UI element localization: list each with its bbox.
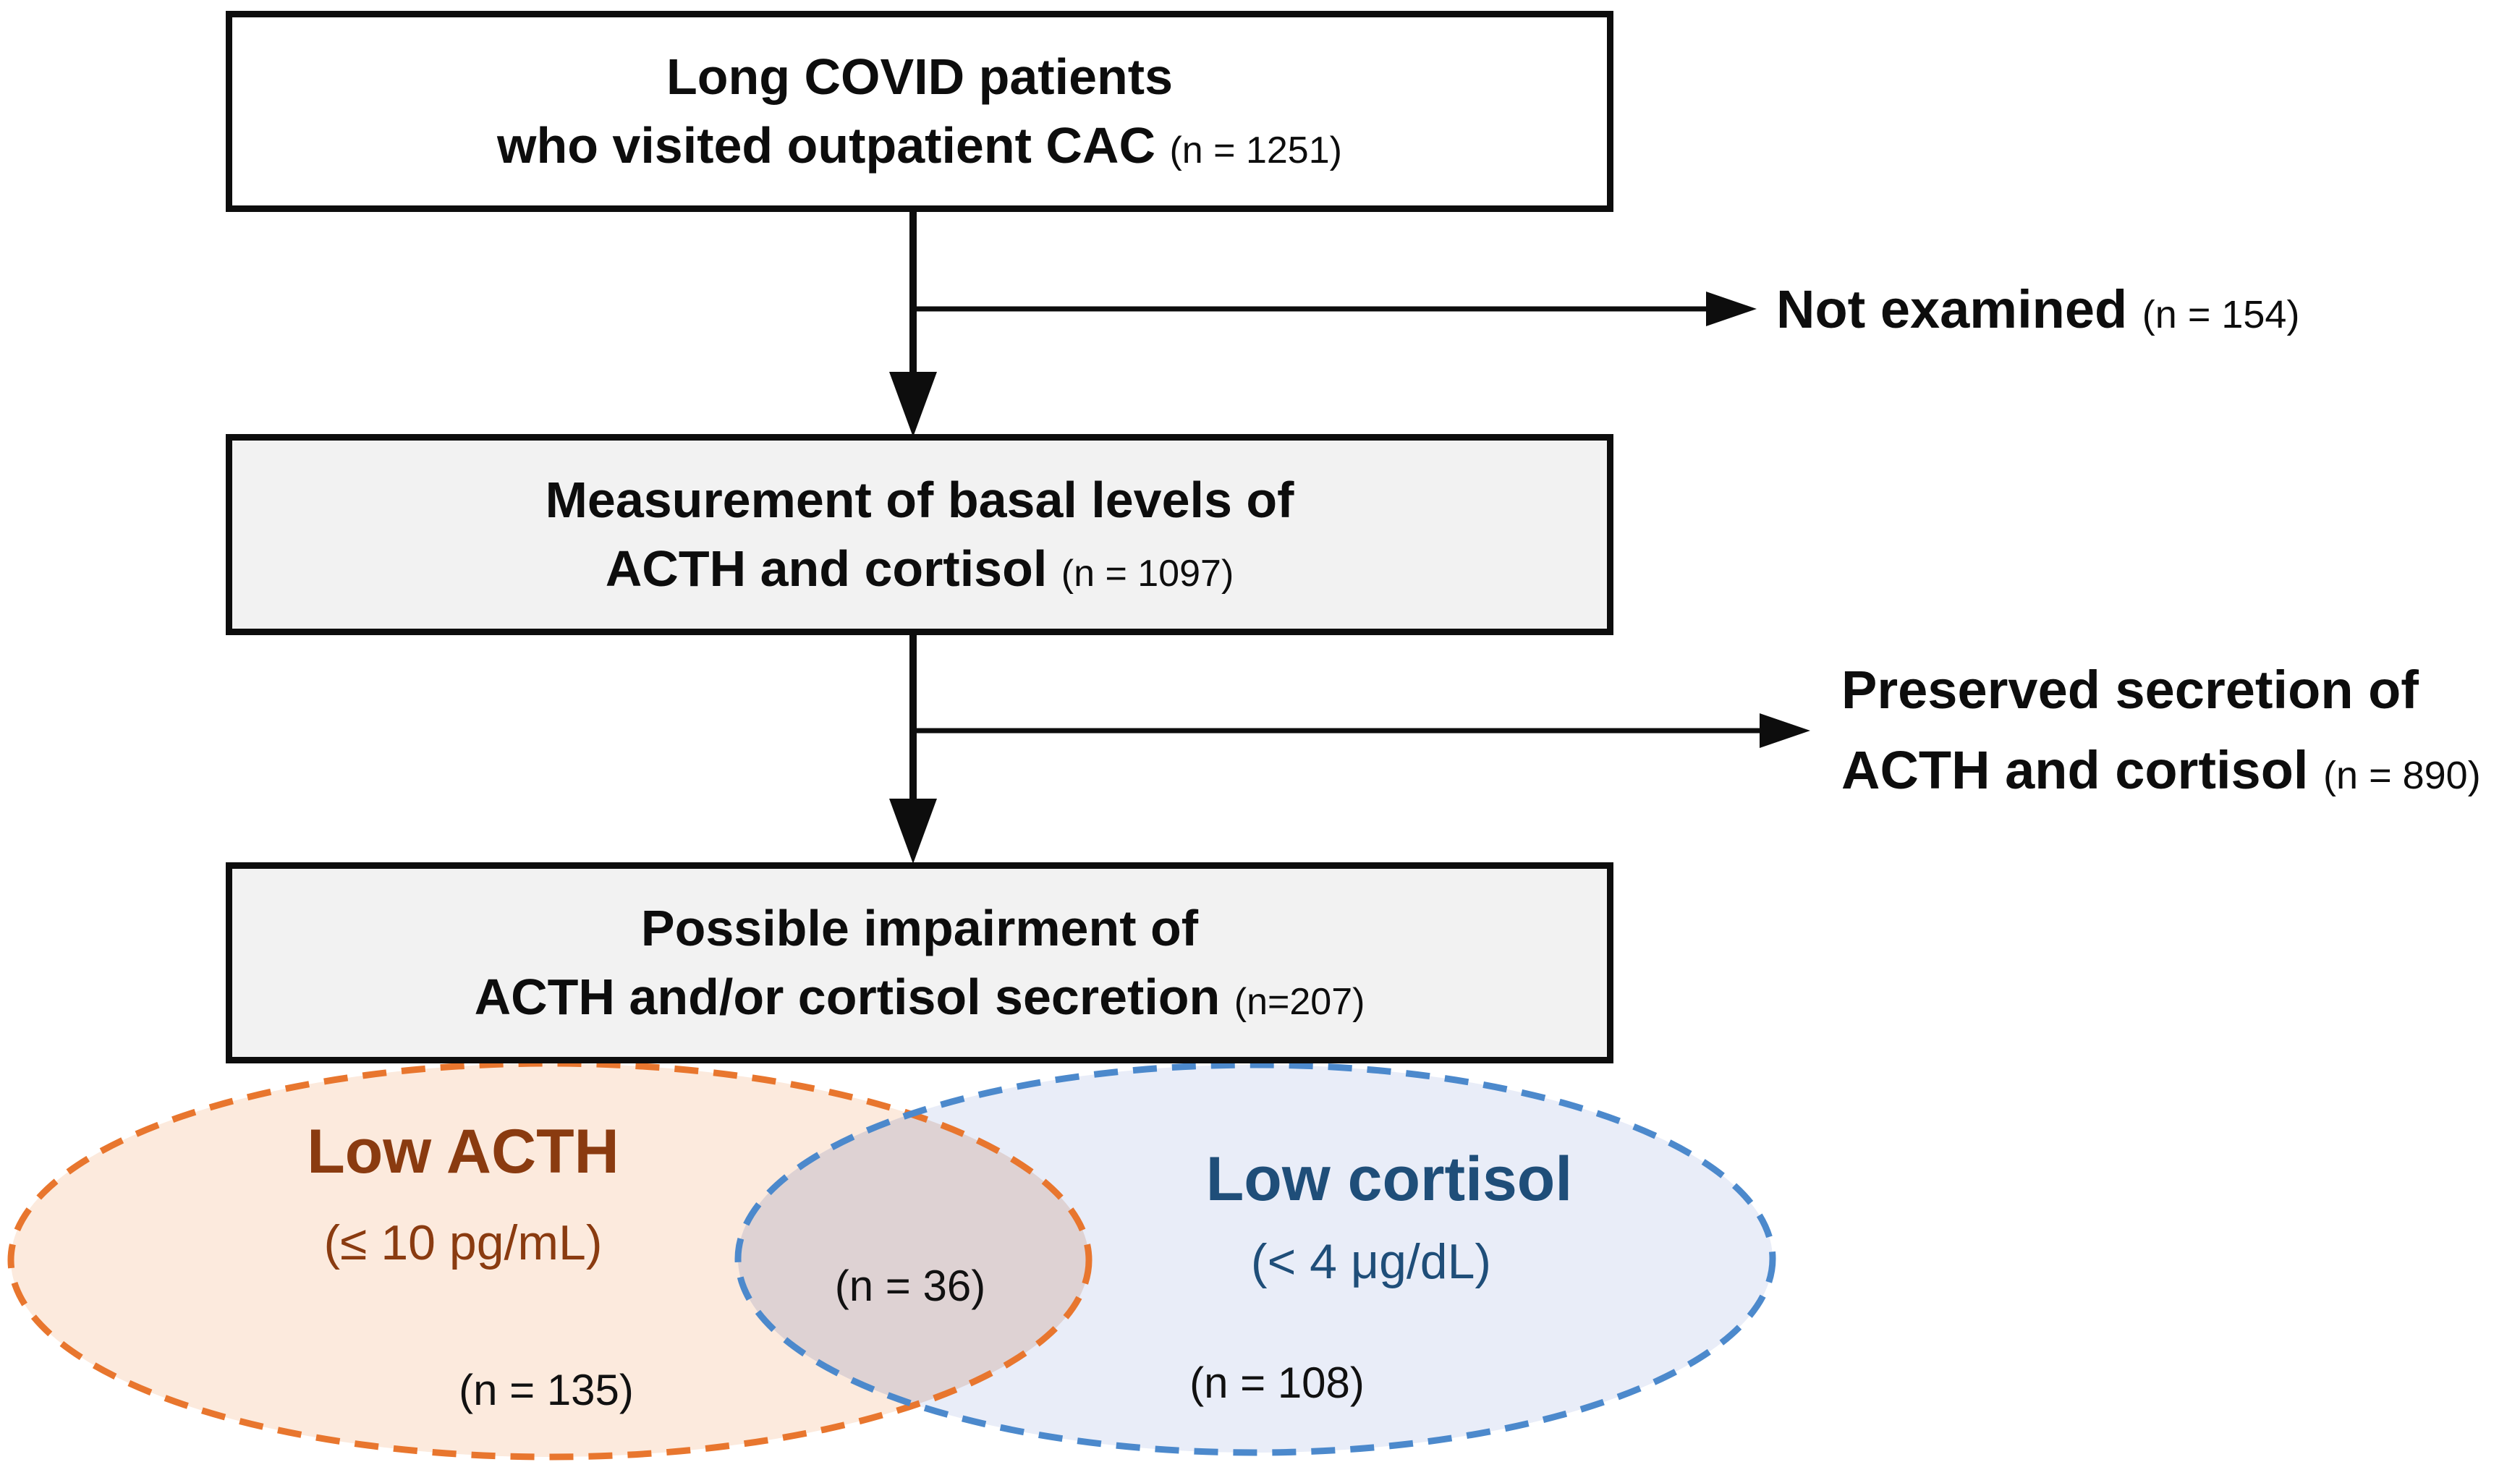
exit-label-not-examined: Not examined (n = 154) (1776, 279, 2300, 339)
box1-line1: Long COVID patients (666, 48, 1173, 105)
box3-line1: Possible impairment of (640, 899, 1199, 956)
venn-low-cortisol-title: Low cortisol (1205, 1144, 1573, 1214)
box3-count: (n=207) (1234, 981, 1365, 1023)
exit-label-preserved-secretion: Preserved secretion of ACTH and cortisol… (1841, 650, 2481, 810)
venn-left-ellipse-outline (7, 1060, 1093, 1461)
box2-line1: Measurement of basal levels of (545, 471, 1294, 528)
arrow-box2-to-box3-head (889, 799, 937, 864)
exit2-count: (n = 890) (2323, 754, 2481, 797)
venn-right-ellipse-outline (734, 1061, 1776, 1456)
exit1-count: (n = 154) (2142, 293, 2300, 336)
flow-box-possible-impairment: Possible impairment of ACTH and/or corti… (226, 862, 1613, 1063)
venn-overlap-count: (n = 36) (834, 1262, 986, 1310)
venn-low-acth-threshold: (≤ 10 pg/mL) (323, 1215, 603, 1270)
box2-count: (n = 1097) (1061, 553, 1234, 595)
venn-low-cortisol-count: (n = 108) (1189, 1359, 1365, 1407)
flow-box-measurement-basal-levels: Measurement of basal levels of ACTH and … (226, 434, 1613, 635)
venn-low-acth-title: Low ACTH (307, 1117, 619, 1186)
box1-line2: who visited outpatient CAC (n = 1251) (497, 117, 1342, 174)
arrow-not-examined-head (1706, 292, 1757, 326)
box3-line2: ACTH and/or cortisol secretion (n=207) (474, 969, 1365, 1025)
exit2-line2: ACTH and cortisol (n = 890) (1841, 740, 2481, 800)
arrow-preserved-head (1760, 713, 1810, 748)
flow-box-long-covid-patients: Long COVID patients who visited outpatie… (226, 11, 1613, 212)
box2-line2: ACTH and cortisol (n = 1097) (605, 540, 1234, 597)
arrow-box1-to-box2-head (889, 372, 937, 437)
venn-overlap-fill (738, 1065, 1089, 1453)
exit2-line1: Preserved secretion of (1841, 660, 2419, 720)
venn-low-cortisol-threshold: (< 4 μg/dL) (1250, 1234, 1492, 1289)
venn-low-acth-count: (n = 135) (459, 1366, 634, 1414)
box1-count: (n = 1251) (1169, 129, 1342, 171)
